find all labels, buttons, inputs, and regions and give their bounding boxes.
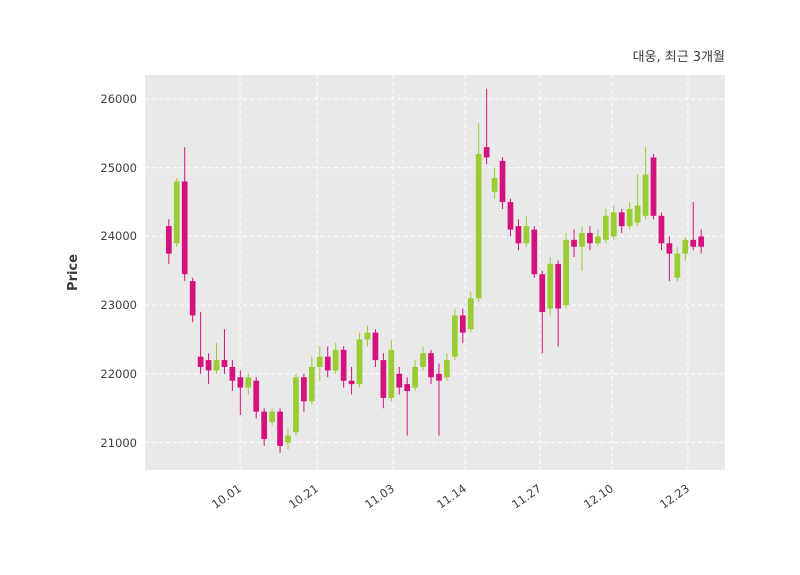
candle-body-down — [197, 356, 204, 367]
candle-body-down — [499, 160, 506, 203]
candle-body-up — [356, 339, 363, 385]
candle-body-up — [388, 349, 395, 398]
candle-body-down — [571, 239, 577, 247]
candle-body-up — [332, 349, 339, 371]
y-tick-label: 23000 — [100, 298, 137, 313]
candle-body-up — [547, 263, 554, 309]
y-tick-label: 25000 — [100, 160, 137, 175]
candle-body-down — [698, 236, 705, 247]
candle-body-down — [658, 215, 665, 244]
candle-body-up — [682, 239, 689, 254]
y-tick-label: 26000 — [100, 92, 137, 107]
candle-body-up — [173, 181, 180, 244]
y-axis-label-wrap: Price — [62, 75, 84, 470]
candle-body-up — [452, 315, 458, 357]
candle-body-down — [205, 360, 212, 371]
y-tick-label: 24000 — [100, 229, 137, 244]
candle-body-up — [634, 205, 641, 223]
candle-body-up — [316, 356, 323, 367]
candle-body-up — [610, 212, 617, 237]
candle-body-down — [515, 226, 522, 244]
candle-body-down — [189, 281, 196, 316]
candle-body-up — [579, 233, 585, 247]
candle-body-down — [459, 315, 466, 333]
candle-body-down — [555, 263, 562, 309]
candle-body-down — [181, 181, 188, 275]
candle-body-down — [690, 239, 697, 247]
candle-body-down — [531, 229, 538, 275]
candle-body-up — [523, 226, 530, 244]
candle-body-down — [618, 212, 625, 227]
candle-body-down — [165, 226, 172, 254]
candle-body-down — [237, 377, 244, 388]
chart-title: 대웅, 최근 3개월 — [632, 50, 725, 65]
candle-body-up — [245, 377, 252, 388]
candle-body-down — [483, 147, 490, 158]
y-tick-label: 21000 — [100, 435, 137, 450]
candlestick-plot — [145, 75, 725, 470]
candle-body-up — [285, 435, 291, 443]
candle-body-down — [587, 233, 593, 244]
x-tick-label: 12.23 — [656, 481, 692, 512]
candle-body-down — [372, 332, 379, 361]
y-tick-label: 22000 — [100, 366, 137, 381]
candle-body-up — [674, 253, 681, 278]
candle-body-up — [269, 411, 275, 422]
candle-body-up — [213, 360, 220, 371]
x-tick-label: 12.10 — [580, 481, 616, 512]
candle-body-up — [412, 366, 418, 388]
y-axis-label: Price — [65, 254, 81, 291]
candle-body-down — [277, 411, 283, 446]
candle-body-down — [650, 157, 657, 216]
candle-body-down — [340, 349, 347, 381]
x-tick-label: 10.01 — [209, 481, 245, 512]
candle-body-down — [261, 411, 268, 440]
candle-body-up — [420, 353, 426, 367]
candle-body-down — [348, 380, 355, 385]
x-tick-label: 11.27 — [508, 481, 544, 512]
candle-body-up — [308, 366, 315, 402]
candle-body-up — [626, 208, 633, 227]
candle-body-up — [444, 360, 450, 378]
candle-body-up — [364, 332, 371, 340]
candle-body-up — [491, 178, 498, 192]
candle-body-down — [221, 360, 228, 367]
candle-body-up — [563, 239, 569, 306]
candle-body-down — [507, 202, 514, 230]
candle-body-down — [301, 377, 307, 402]
candle-body-up — [293, 377, 299, 433]
candle-body-up — [642, 174, 649, 216]
candle-body-down — [428, 353, 434, 378]
plot-background — [145, 75, 725, 470]
candle-body-down — [436, 373, 442, 381]
candle-body-up — [595, 236, 601, 244]
candle-body-down — [396, 373, 403, 388]
x-tick-label: 11.03 — [362, 481, 398, 512]
candle-body-down — [324, 356, 331, 371]
candle-body-down — [666, 243, 673, 254]
x-tick-label: 11.14 — [434, 481, 470, 512]
candle-body-up — [602, 215, 609, 240]
candle-body-down — [380, 360, 387, 398]
candle-body-down — [539, 274, 546, 312]
candle-body-up — [475, 154, 482, 299]
plot-area — [145, 75, 725, 470]
candle-body-down — [229, 366, 236, 381]
candle-body-up — [467, 298, 474, 330]
x-tick-label: 10.21 — [286, 481, 322, 512]
candle-body-down — [404, 384, 411, 391]
candle-body-down — [253, 380, 260, 412]
